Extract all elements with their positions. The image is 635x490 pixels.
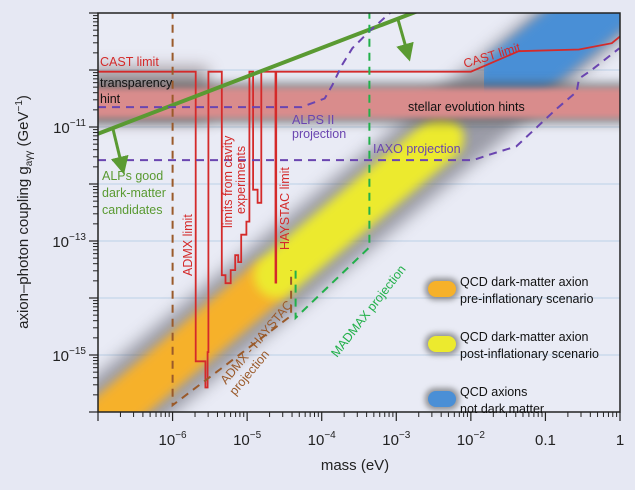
legend-item: QCD dark-matter axion pre-inflationary sc… (425, 275, 593, 306)
legend-label-line1: QCD axions (460, 385, 527, 399)
admx-limit-label: ADMX limit (181, 214, 195, 276)
admx-haystac-projection-line (171, 13, 293, 408)
x-tick-label: 0.1 (535, 432, 556, 449)
qcd-band-2 (253, 115, 465, 299)
iaxo-projection-line (98, 47, 620, 162)
cavity-limits-label-2: experiments (234, 146, 248, 214)
axis-ticks (89, 12, 621, 421)
transparency-hint-label-1: transparency (100, 76, 173, 90)
bands-layer (98, 13, 620, 412)
series-layer (98, 13, 620, 408)
madmax-projection-line (294, 13, 371, 321)
x-tick-labels: 10−6 10−5 10−4 10−3 10−2 0.1 1 (159, 430, 625, 449)
legend-label-line2: pre-inflationary scenario (460, 292, 593, 306)
alps2-label-2: projection (292, 127, 346, 141)
x-tick-label: 10−3 (382, 430, 411, 449)
legend-swatch (428, 391, 456, 407)
cavity-limits-label-1: limits from cavity (221, 135, 235, 228)
alps-dm-label-1: ALPs good (102, 169, 163, 183)
haystac-limit-label: HAYSTAC limit (278, 167, 292, 250)
cast-and-cavity-limits-line (98, 35, 620, 389)
x-tick-label: 10−2 (457, 430, 486, 449)
y-tick-label: 10−15 (52, 346, 86, 365)
alps-ii-projection-line (98, 13, 392, 109)
stellar-evolution-band (98, 88, 620, 118)
cast-limit-left-label: CAST limit (100, 55, 159, 69)
legend-swatch (428, 281, 456, 297)
alps2-label-1: ALPS II (292, 113, 334, 127)
x-tick-label: 10−5 (233, 430, 262, 449)
y-tick-labels: 10−11 10−13 10−15 (52, 118, 86, 365)
legend-swatch (428, 336, 456, 352)
arrows-layer (111, 18, 414, 175)
legend: QCD dark-matter axion pre-inflationary sc… (425, 275, 599, 416)
legend-item: QCD dark-matter axion post-inflationary s… (425, 330, 599, 361)
legend-label-line1: QCD dark-matter axion (460, 330, 589, 344)
alps-dm-label-3: candidates (102, 203, 162, 217)
qcd-band-3 (477, 13, 620, 113)
stellar-evolution-label: stellar evolution hints (408, 100, 525, 114)
y-tick-label: 10−11 (53, 118, 86, 137)
alps-arrow-icon (396, 18, 414, 62)
plot-frame (97, 12, 621, 413)
x-tick-label: 1 (616, 432, 624, 449)
y-tick-label: 10−13 (52, 232, 86, 251)
x-tick-label: 10−6 (159, 430, 188, 449)
y-axis-label: axion–photon coupling gaγγ (GeV−1) (14, 95, 35, 329)
x-axis-label: mass (eV) (321, 457, 389, 474)
legend-label-line2: not dark matter (460, 402, 544, 416)
alps-dm-label-2: dark-matter (102, 186, 166, 200)
transparency-hint-label-2: hint (100, 92, 121, 106)
x-tick-label: 10−4 (308, 430, 337, 449)
legend-label-line1: QCD dark-matter axion (460, 275, 589, 289)
legend-item: QCD axions not dark matter (425, 385, 544, 416)
legend-label-line2: post-inflationary scenario (460, 347, 599, 361)
iaxo-label: IAXO projection (373, 142, 461, 156)
alps-good-dark-matter-candidates-line (98, 13, 419, 136)
alps-arrow-icon (111, 128, 129, 175)
